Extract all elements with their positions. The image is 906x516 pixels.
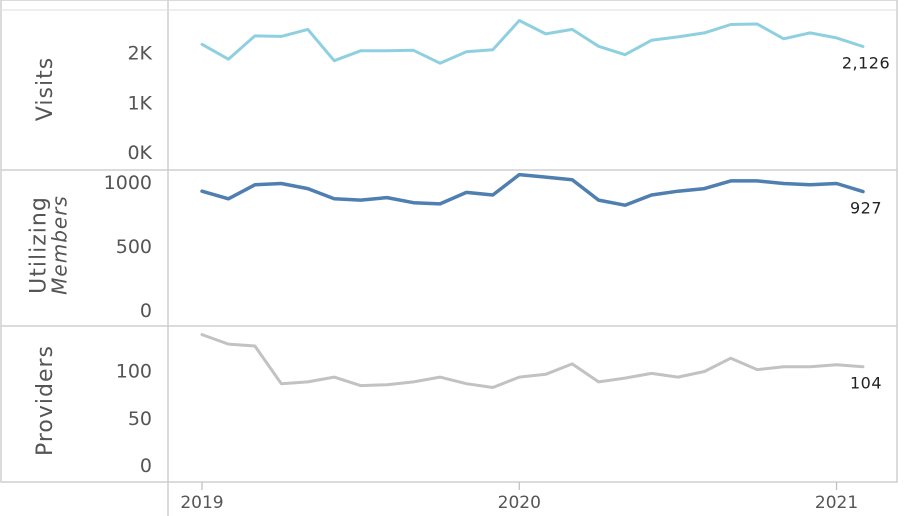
y-tick-label: 0K xyxy=(127,142,152,164)
end-value-label: 104 xyxy=(850,374,882,393)
y-axis-title: Visits xyxy=(33,57,58,121)
y-tick-label: 1K xyxy=(127,92,152,114)
y-tick-label: 2K xyxy=(127,43,152,65)
y-tick-label: 0 xyxy=(140,300,152,322)
series-line xyxy=(200,19,865,65)
series-line xyxy=(200,333,865,389)
y-tick-label: 500 xyxy=(116,236,152,258)
y-tick-label: 0 xyxy=(140,455,152,477)
y-axis-title: Providers xyxy=(33,345,58,456)
series-line xyxy=(200,172,865,207)
y-tick-label: 100 xyxy=(116,361,152,383)
y-tick-label: 1000 xyxy=(104,172,152,194)
x-tick-label: 2019 xyxy=(180,493,223,513)
panel-2: 0 500 1000 UtilizingMembers 927 xyxy=(26,172,882,322)
panel-3: 0 50 100 Providers 104 xyxy=(33,333,882,477)
outer-frame xyxy=(0,0,898,483)
x-axis: 2019 2020 2021 xyxy=(180,482,858,513)
x-tick-label: 2020 xyxy=(498,493,541,513)
end-value-label: 927 xyxy=(850,199,882,218)
y-axis-title: UtilizingMembers xyxy=(26,195,71,295)
x-tick-label: 2021 xyxy=(815,493,858,513)
end-value-label: 2,126 xyxy=(842,53,890,72)
y-tick-label: 50 xyxy=(128,408,152,430)
panel-1: 0K 1K 2K Visits 2,126 xyxy=(33,19,890,164)
